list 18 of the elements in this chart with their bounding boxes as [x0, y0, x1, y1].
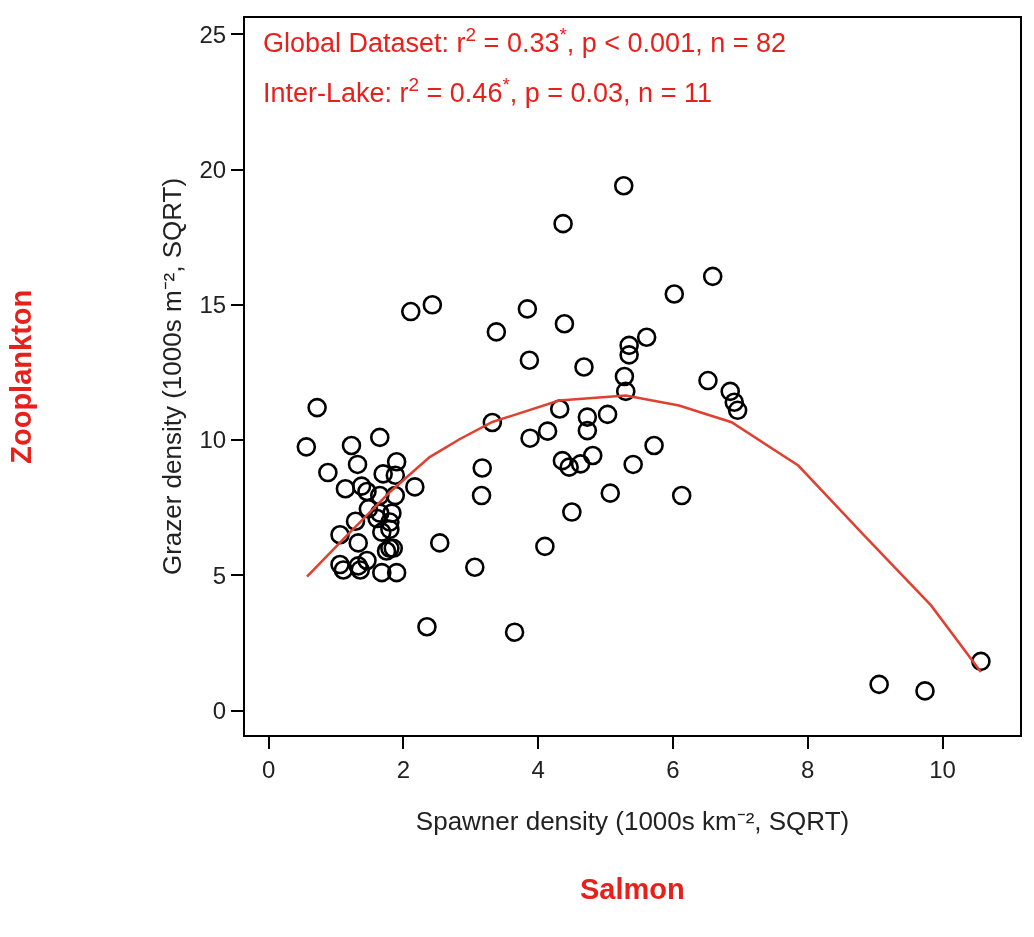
text: Salmon [580, 873, 685, 905]
y-tick-label: 20 [199, 155, 227, 183]
y-axis-title: Grazer density (1000s m⁻², SQRT) [157, 177, 188, 576]
x-tick-label: 8 [801, 755, 815, 783]
annotation: Inter-Lake: r$^{2}$ = 0.46$^{*}$, p = 0.03, n = 11 [263, 74, 712, 109]
x-tick-label: 2 [396, 755, 411, 783]
annotation: Global Dataset: r$^{2}$ = 0.33$^{*}$, p < 0.001, n = 82 [263, 24, 786, 59]
y-tick-label: 0 [212, 697, 227, 725]
x-tick-label: 6 [666, 755, 680, 783]
text: Zooplankton [4, 289, 37, 464]
x-tick-label: 4 [531, 755, 545, 783]
x-tick-label: 10 [929, 755, 956, 783]
y-tick-label: 10 [199, 426, 227, 454]
x-axis-title: Spawner density (1000s km⁻², SQRT) [415, 806, 850, 836]
y-tick-label: 15 [199, 291, 227, 319]
y-tick-label: 5 [212, 561, 227, 589]
y-tick-label: 25 [199, 20, 227, 48]
x-tick-label: 0 [261, 755, 276, 783]
